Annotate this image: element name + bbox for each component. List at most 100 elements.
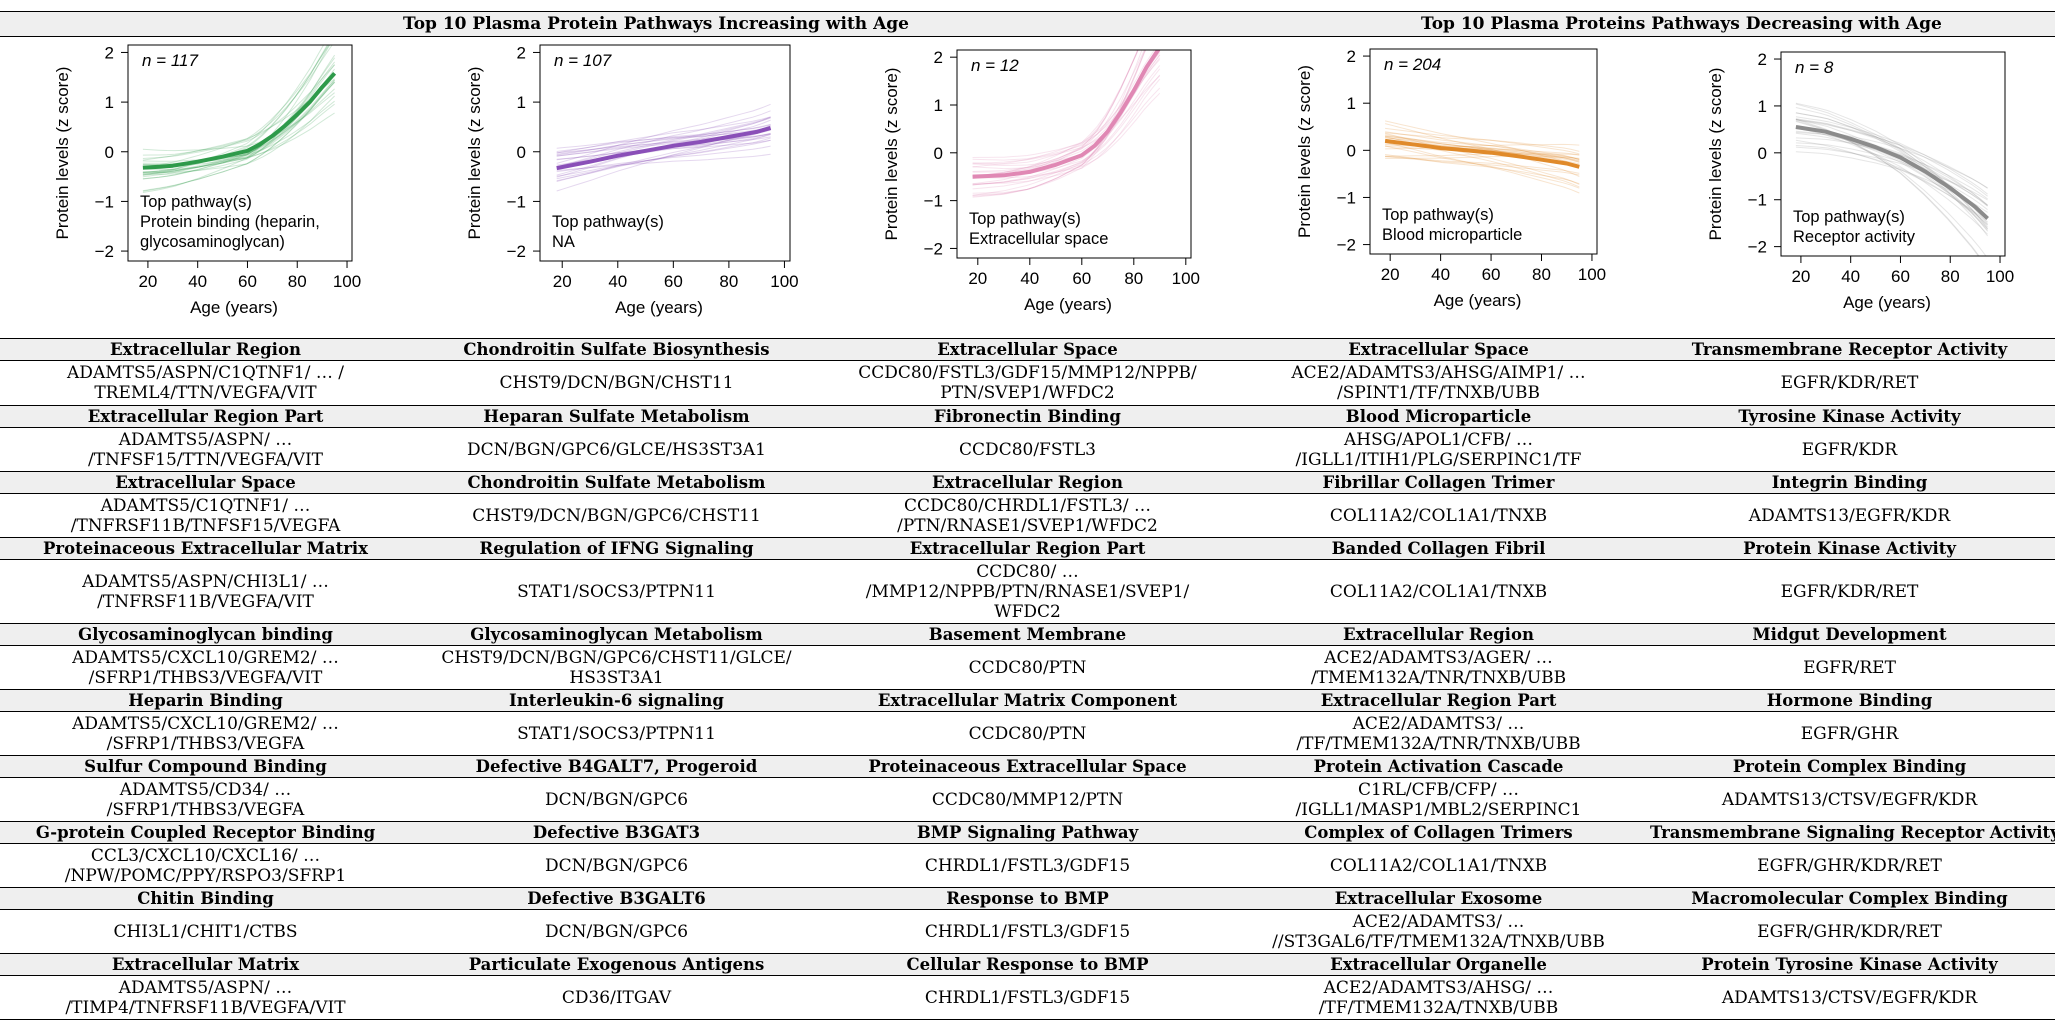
x-tick-label: 80 [719, 272, 738, 291]
y-axis-label: Protein levels (z score) [465, 67, 484, 240]
x-tick-label: 40 [188, 272, 207, 291]
gene-list: ADAMTS5/ASPN/CHI3L1/ … /TNFRSF11B/VEGFA/… [82, 571, 329, 612]
pathway-name: Transmembrane Signaling Receptor Activit… [1644, 821, 2055, 844]
gene-list: CCDC80/FSTL3/GDF15/MMP12/NPPB/ PTN/SVEP1… [858, 363, 1197, 403]
pathway-row: Heparin Binding Interleukin-6 signaling Ex… [0, 689, 2055, 712]
gene-row: ADAMTS5/CXCL10/GREM2/ … /SFRP1/THBS3/VEG… [0, 712, 2055, 756]
gene-list: CCDC80/MMP12/PTN [931, 789, 1124, 810]
mean-trajectory [1384, 138, 1580, 169]
pathway-row: Sulfur Compound Binding Defective B4GALT7… [0, 755, 2055, 778]
pathway-annotation: NA [552, 233, 575, 251]
mean-trajectory [972, 50, 1161, 179]
x-tick-label: 80 [1532, 265, 1551, 284]
y-axis-label: Protein levels (z score) [1295, 65, 1314, 238]
pathway-row: Extracellular Region Chondroitin Sulfate … [0, 338, 2055, 361]
gene-list: COL11A2/COL1A1/TNXB [1329, 505, 1548, 526]
x-tick-label: 20 [138, 272, 157, 291]
pathway-row: Glycosaminoglycan binding Glycosaminoglyc… [0, 623, 2055, 646]
pathway-name: Heparin Binding [0, 689, 411, 712]
pathway-name: Extracellular Region Part [1233, 689, 1644, 712]
y-tick-label: −1 [95, 192, 114, 211]
y-tick-label: 0 [1347, 141, 1356, 160]
y-tick-label: −2 [924, 239, 943, 258]
pathway-name: Extracellular Space [822, 338, 1233, 361]
y-tick-label: −1 [1337, 188, 1356, 207]
pathway-row: Extracellular Space Chondroitin Sulfate M… [0, 471, 2055, 494]
pathway-name: Extracellular Space [1233, 338, 1644, 361]
x-tick-label: 80 [1941, 267, 1960, 286]
pathway-name: Banded Collagen Fibril [1233, 537, 1644, 560]
gene-row: ADAMTS5/CD34/ … /SFRP1/THBS3/VEGFA DCN/BG… [0, 778, 2055, 822]
pathway-name: Particulate Exogenous Antigens [411, 953, 822, 976]
pathway-name: Basement Membrane [822, 623, 1233, 646]
gene-list: EGFR/KDR/RET [1780, 373, 1919, 393]
y-tick-label: 0 [934, 144, 943, 163]
pathway-name: Extracellular Matrix [0, 953, 411, 976]
gene-list: CHST9/DCN/BGN/GPC6/CHST11/GLCE/ HS3ST3A1 [441, 647, 792, 688]
pathway-name: Glycosaminoglycan Metabolism [411, 623, 822, 646]
pathway-name: Protein Activation Cascade [1233, 755, 1644, 778]
gene-list: ADAMTS13/EGFR/KDR [1748, 505, 1951, 526]
pathway-row: G-protein Coupled Receptor Binding Defect… [0, 821, 2055, 844]
x-tick-label: 80 [288, 272, 307, 291]
pathway-annotation: Top pathway(s) [969, 210, 1081, 228]
header-increasing: Top 10 Plasma Protein Pathways Increasin… [403, 14, 909, 34]
pathway-annotation: Receptor activity [1793, 228, 1916, 246]
gene-list: DCN/BGN/GPC6 [544, 855, 689, 876]
n-label: n = 204 [1384, 55, 1441, 74]
pathway-name: Proteinaceous Extracellular Matrix [0, 537, 411, 560]
mean-trajectory [1795, 125, 1989, 220]
gene-list: ADAMTS13/CTSV/EGFR/KDR [1721, 987, 1978, 1008]
gene-list: CHI3L1/CHIT1/CTBS [113, 921, 298, 942]
gene-list: EGFR/GHR/KDR/RET [1757, 855, 1942, 876]
gene-list: AHSG/APOL1/CFB/ … /IGLL1/ITIH1/PLG/SERPI… [1295, 429, 1582, 470]
gene-list: ADAMTS13/CTSV/EGFR/KDR [1721, 789, 1978, 810]
x-tick-label: 100 [333, 272, 361, 291]
x-tick-label: 60 [1482, 265, 1501, 284]
gene-row: ADAMTS5/CXCL10/GREM2/ … /SFRP1/THBS3/VEG… [0, 646, 2055, 690]
gene-row: ADAMTS5/ASPN/ … /TIMP4/TNFRSF11B/VEGFA/V… [0, 976, 2055, 1020]
plot-frame [539, 44, 791, 262]
pathway-name: Regulation of IFNG Signaling [411, 537, 822, 560]
x-tick-label: 40 [608, 272, 627, 291]
individual-trajectories [142, 45, 336, 193]
gene-list: CHST9/DCN/BGN/CHST11 [499, 373, 734, 393]
gene-list: EGFR/KDR [1801, 439, 1898, 460]
gene-list: ADAMTS5/ASPN/ … /TNFSF15/TTN/VEGFA/VIT [87, 429, 324, 470]
gene-list: EGFR/GHR/KDR/RET [1757, 921, 1942, 942]
gene-row: ADAMTS5/ASPN/CHI3L1/ … /TNFRSF11B/VEGFA/… [0, 560, 2055, 624]
x-tick-label: 60 [1072, 269, 1091, 288]
gene-list: EGFR/KDR/RET [1780, 581, 1919, 602]
gene-row: ADAMTS5/C1QTNF1/ … /TNFRSF11B/TNFSF15/VE… [0, 494, 2055, 538]
pathway-name: Tyrosine Kinase Activity [1644, 405, 2055, 428]
pathway-annotation: Extracellular space [969, 230, 1108, 248]
x-tick-label: 20 [1381, 265, 1400, 284]
pathway-name: Extracellular Matrix Component [822, 689, 1233, 712]
n-label: n = 12 [971, 56, 1019, 75]
y-tick-label: 1 [517, 93, 526, 112]
pathway-name: Extracellular Exosome [1233, 887, 1644, 910]
gene-list: DCN/BGN/GPC6/GLCE/HS3ST3A1 [467, 439, 766, 460]
plot-frame [1780, 51, 2006, 257]
y-tick-label: 1 [105, 93, 114, 112]
x-tick-label: 80 [1124, 269, 1143, 288]
gene-list: ACE2/ADAMTS3/AGER/ … /TMEM132A/TNR/TNXB/… [1310, 647, 1567, 688]
gene-list: CCDC80/ … /MMP12/NPPB/PTN/RNASE1/SVEP1/ … [865, 561, 1190, 622]
pathway-annotation: Top pathway(s) [1382, 206, 1494, 224]
pathway-name: Defective B3GALT6 [411, 887, 822, 910]
gene-list: EGFR/GHR [1800, 723, 1899, 744]
x-tick-label: 40 [1431, 265, 1450, 284]
pathway-name: Proteinaceous Extracellular Space [822, 755, 1233, 778]
gene-list: ACE2/ADAMTS3/AHSG/AIMP1/ … /SPINT1/TF/TN… [1291, 363, 1586, 403]
gene-list: DCN/BGN/GPC6 [544, 921, 689, 942]
gene-row: ADAMTS5/ASPN/C1QTNF1/ … / TREML4/TTN/VEG… [0, 361, 2055, 406]
gene-list: CCDC80/FSTL3 [959, 439, 1096, 460]
pathway-name: Complex of Collagen Trimers [1233, 821, 1644, 844]
gene-list: ACE2/ADAMTS3/ … //ST3GAL6/TF/TMEM132A/TN… [1272, 911, 1605, 952]
pathway-name: Extracellular Organelle [1233, 953, 1644, 976]
gene-list: ACE2/ADAMTS3/AHSG/ … /TF/TMEM132A/TNXB/U… [1318, 977, 1559, 1018]
y-tick-label: 1 [1758, 97, 1767, 116]
y-tick-label: −1 [507, 192, 526, 211]
y-tick-label: −1 [1748, 191, 1767, 210]
x-tick-label: 100 [1172, 269, 1200, 288]
